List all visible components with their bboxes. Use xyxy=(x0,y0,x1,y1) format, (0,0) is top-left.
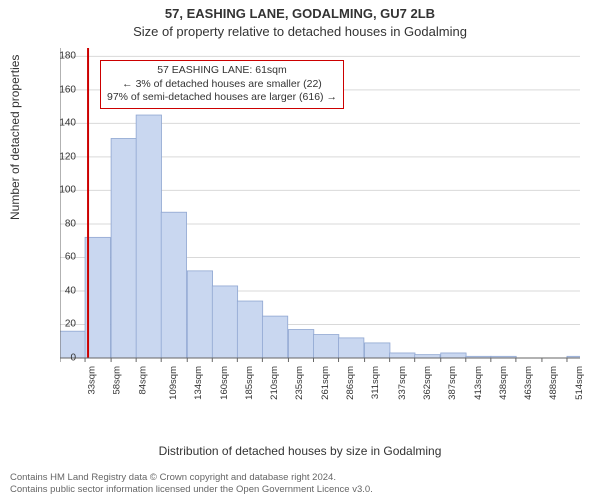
xtick-label: 33sqm xyxy=(87,366,98,395)
ytick-label: 20 xyxy=(46,319,76,330)
ytick-label: 60 xyxy=(46,252,76,263)
annotation-line2: ← 3% of detached houses are smaller (22) xyxy=(107,78,337,92)
ytick-label: 0 xyxy=(46,353,76,364)
xtick-label: 463sqm xyxy=(523,366,534,400)
x-axis-label: Distribution of detached houses by size … xyxy=(0,444,600,458)
xtick-label: 84sqm xyxy=(138,366,149,395)
ytick-label: 160 xyxy=(46,84,76,95)
xtick-label: 160sqm xyxy=(219,366,230,400)
title-address: 57, EASHING LANE, GODALMING, GU7 2LB xyxy=(0,6,600,21)
xtick-label: 235sqm xyxy=(294,366,305,400)
ytick-label: 180 xyxy=(46,51,76,62)
ytick-label: 40 xyxy=(46,285,76,296)
xtick-label: 362sqm xyxy=(421,366,432,400)
plot-area: 57 EASHING LANE: 61sqm ← 3% of detached … xyxy=(60,48,580,398)
annotation-line3: 97% of semi-detached houses are larger (… xyxy=(107,91,337,105)
ytick-label: 140 xyxy=(46,118,76,129)
xtick-label: 286sqm xyxy=(345,366,356,400)
ytick-label: 80 xyxy=(46,218,76,229)
xtick-label: 311sqm xyxy=(370,366,381,399)
footer: Contains HM Land Registry data © Crown c… xyxy=(10,472,590,496)
xtick-label: 387sqm xyxy=(446,366,457,400)
footer-line1: Contains HM Land Registry data © Crown c… xyxy=(10,472,590,484)
xtick-label: 261sqm xyxy=(320,366,331,400)
xtick-label: 438sqm xyxy=(498,366,509,400)
ytick-label: 100 xyxy=(46,185,76,196)
xtick-label: 134sqm xyxy=(193,366,204,400)
y-axis-label: Number of detached properties xyxy=(8,55,22,220)
xtick-label: 514sqm xyxy=(574,366,585,400)
annotation-line1: 57 EASHING LANE: 61sqm xyxy=(107,64,337,78)
annotation-box: 57 EASHING LANE: 61sqm ← 3% of detached … xyxy=(100,60,344,109)
chart-container: 57, EASHING LANE, GODALMING, GU7 2LB Siz… xyxy=(0,0,600,500)
xtick-label: 337sqm xyxy=(396,366,407,400)
xtick-label: 488sqm xyxy=(548,366,559,400)
xtick-label: 58sqm xyxy=(112,366,123,395)
title-description: Size of property relative to detached ho… xyxy=(0,24,600,39)
xtick-label: 185sqm xyxy=(244,366,255,400)
xtick-label: 210sqm xyxy=(269,366,280,400)
footer-line2: Contains public sector information licen… xyxy=(10,484,590,496)
xtick-label: 413sqm xyxy=(473,366,484,400)
ytick-label: 120 xyxy=(46,151,76,162)
xtick-label: 109sqm xyxy=(168,366,179,400)
